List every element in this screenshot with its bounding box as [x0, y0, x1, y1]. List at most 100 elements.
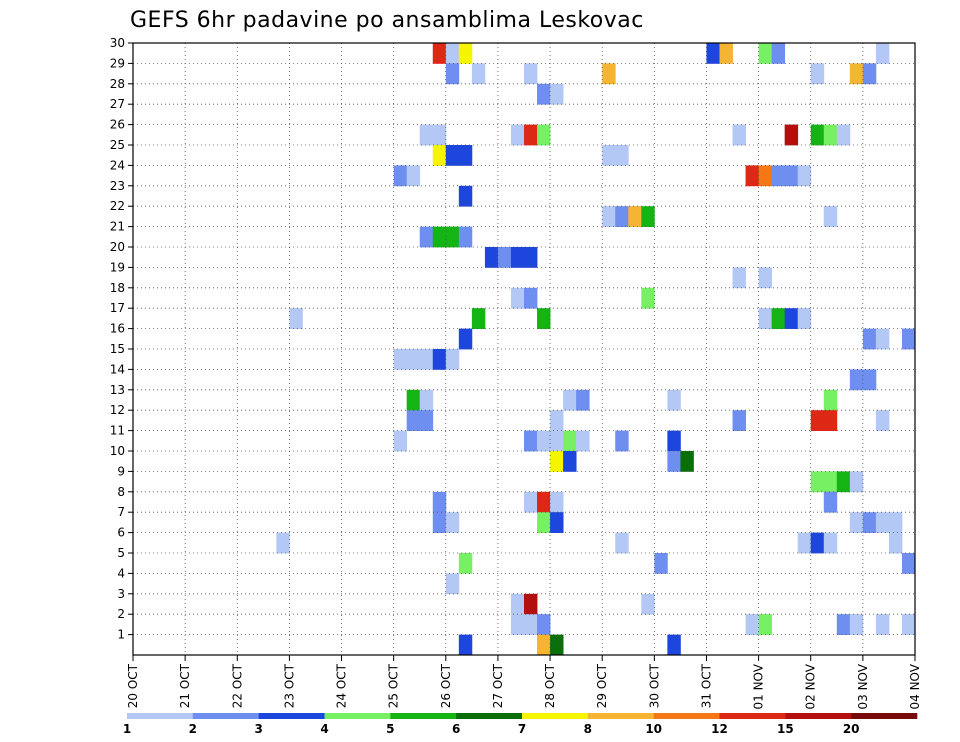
heatmap-cell [524, 287, 538, 309]
y-tick-label: 9 [117, 464, 125, 478]
heatmap-cell [875, 614, 890, 635]
heatmap-cell [667, 389, 681, 411]
heatmap-cell [602, 206, 616, 227]
x-tick-label: 03 NOV [856, 663, 870, 709]
legend-swatch [192, 713, 259, 719]
heatmap-cell [458, 328, 473, 350]
heatmap-cell [445, 512, 460, 533]
heatmap-cell [784, 124, 799, 146]
heatmap-cell [393, 430, 408, 452]
legend-label: 6 [452, 722, 460, 736]
heatmap-cell [732, 124, 746, 146]
heatmap-cell [419, 410, 434, 431]
y-tick-label: 28 [110, 77, 125, 91]
y-tick-label: 17 [110, 301, 125, 315]
heatmap-cell [797, 165, 812, 187]
y-tick-label: 16 [110, 322, 125, 336]
heatmap-cell [771, 43, 786, 64]
y-tick-label: 22 [110, 199, 125, 213]
y-tick-label: 15 [110, 342, 125, 356]
heatmap-cell [862, 369, 877, 391]
y-tick-label: 30 [110, 36, 125, 50]
heatmap-cell [276, 532, 290, 554]
heatmap-cell [823, 491, 838, 513]
heatmap-cell [497, 247, 512, 268]
heatmap-cell [550, 512, 564, 533]
heatmap-cell [510, 124, 525, 146]
heatmap-cell [432, 226, 447, 248]
legend-label: 10 [645, 722, 662, 736]
heatmap-cell [524, 247, 538, 268]
y-tick-label: 5 [117, 546, 125, 560]
heatmap-cell [901, 614, 916, 635]
color-legend: 1 2 3 4 5 6 7 8 10 12 15 20 [123, 713, 918, 736]
chart-title: GEFS 6hr padavine po ansamblima Leskovac [130, 8, 644, 33]
heatmap-cell [445, 145, 460, 166]
heatmap-cell [432, 512, 447, 533]
heatmap-cell [445, 63, 460, 85]
heatmap-cell [888, 512, 903, 533]
heatmap-cell [719, 43, 733, 64]
heatmap-cell [771, 308, 786, 329]
legend-label: 8 [584, 722, 592, 736]
y-tick-label: 1 [117, 628, 125, 642]
heatmap-cell [849, 369, 864, 391]
heatmap-cell [615, 532, 629, 554]
heatmap-cell [602, 63, 616, 85]
heatmap-cell [393, 165, 408, 187]
heatmap-cell [758, 165, 773, 187]
legend-swatch [587, 713, 654, 719]
heatmap-cell [823, 471, 838, 493]
heatmap-cell [537, 491, 551, 513]
heatmap-cell [510, 614, 525, 635]
heatmap-cell [706, 43, 720, 64]
heatmap-cell [445, 226, 460, 248]
heatmap-cell [641, 287, 655, 309]
legend-swatch [324, 713, 391, 719]
heatmap-cell [836, 614, 851, 635]
y-tick-label: 12 [110, 403, 125, 417]
legend-swatch [390, 713, 457, 719]
heatmap-cell [406, 410, 421, 431]
y-tick-label: 23 [110, 179, 125, 193]
heatmap-cell [797, 308, 812, 329]
legend-swatch [719, 713, 786, 719]
heatmap-cell [445, 349, 460, 370]
heatmap-cell [615, 206, 629, 227]
heatmap-cell [550, 410, 564, 431]
y-tick-label: 24 [110, 158, 125, 172]
heatmap-cell [510, 593, 525, 615]
heatmap-cell [849, 63, 864, 85]
heatmap-cell [667, 430, 681, 452]
heatmap-cell [862, 328, 877, 350]
heatmap-cell [849, 512, 864, 533]
heatmap-cell [628, 206, 642, 227]
heatmap-cell [550, 451, 564, 472]
legend-swatch [851, 713, 918, 719]
heatmap-cell [810, 532, 825, 554]
heatmap-cell [888, 532, 903, 554]
y-tick-label: 21 [110, 220, 125, 234]
heatmap-cell [471, 308, 486, 329]
heatmap-cell [289, 308, 303, 329]
heatmap-cell [901, 553, 916, 574]
heatmap-cell [615, 430, 629, 452]
heatmap-cell [550, 83, 564, 105]
heatmap-cell [732, 267, 746, 289]
y-tick-label: 4 [117, 566, 125, 580]
heatmap-cell [432, 124, 447, 146]
x-tick-label: 01 NOV [752, 663, 766, 709]
legend-label: 4 [320, 722, 328, 736]
legend-label: 15 [777, 722, 794, 736]
heatmap-cell [484, 247, 499, 268]
x-tick-label: 22 OCT [230, 663, 244, 708]
heatmap-cell [667, 451, 681, 472]
legend-swatch [456, 713, 523, 719]
heatmap-cell [823, 410, 838, 431]
legend-label: 5 [386, 722, 394, 736]
x-tick-label: 20 OCT [126, 663, 140, 708]
heatmap-cell [432, 349, 447, 370]
heatmap-cell [458, 634, 473, 656]
heatmap-cell [680, 451, 694, 472]
